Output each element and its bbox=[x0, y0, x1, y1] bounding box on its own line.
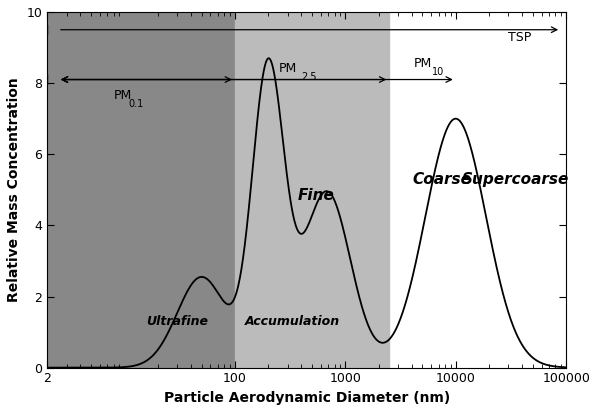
Text: Accumulation: Accumulation bbox=[245, 315, 340, 328]
Text: 2.5: 2.5 bbox=[301, 72, 317, 82]
Text: 0.1: 0.1 bbox=[128, 99, 143, 110]
Y-axis label: Relative Mass Concentration: Relative Mass Concentration bbox=[7, 77, 21, 302]
Bar bbox=[235, 12, 389, 368]
Text: PM: PM bbox=[113, 89, 132, 102]
Text: Ultrafine: Ultrafine bbox=[146, 315, 208, 328]
Text: PM: PM bbox=[414, 57, 432, 70]
X-axis label: Particle Aerodynamic Diameter (nm): Particle Aerodynamic Diameter (nm) bbox=[164, 391, 450, 405]
Text: Coarse: Coarse bbox=[413, 172, 472, 187]
Text: Supercoarse: Supercoarse bbox=[462, 172, 570, 187]
Text: PM: PM bbox=[279, 62, 297, 75]
Bar bbox=[47, 12, 235, 368]
Text: 10: 10 bbox=[432, 68, 444, 77]
Text: Fine: Fine bbox=[298, 187, 335, 203]
Text: TSP: TSP bbox=[509, 31, 532, 44]
